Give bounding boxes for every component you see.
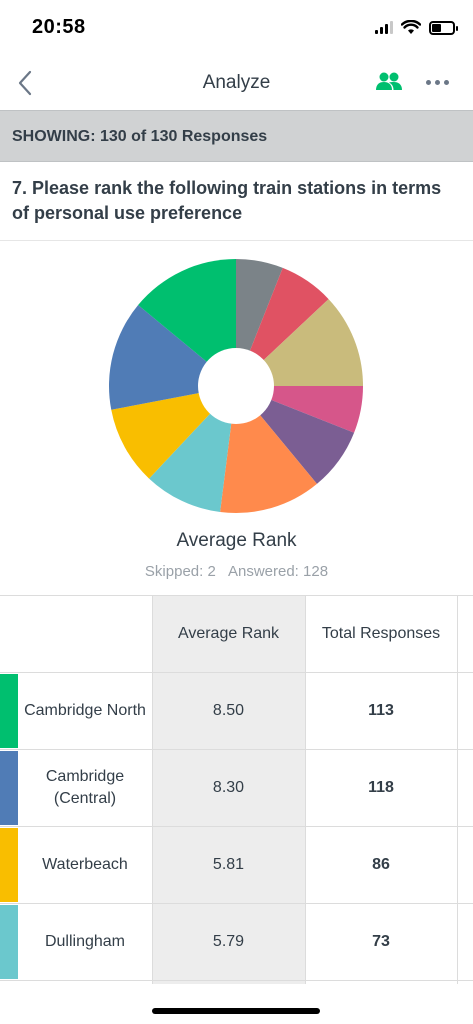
- row-total-responses: 118: [368, 779, 394, 796]
- row-total-responses: 113: [368, 702, 394, 719]
- pie-chart: [104, 254, 368, 518]
- table-header-row: Average Rank Total Responses: [0, 596, 473, 673]
- pie-slice-6[interactable]: [149, 386, 236, 512]
- header-total-responses[interactable]: Total Responses: [321, 625, 441, 642]
- page-title: Analyze: [202, 72, 271, 93]
- table-row: Cambridge (Central) 8.30 118: [0, 750, 473, 827]
- results-table: Average Rank Total Responses Cambridge N…: [0, 595, 473, 986]
- pie-slice-7[interactable]: [111, 386, 236, 479]
- more-icon-dot: [443, 79, 449, 85]
- home-indicator[interactable]: [152, 1008, 320, 1014]
- status-icons: [375, 20, 458, 35]
- header-average-rank[interactable]: Average Rank: [177, 625, 280, 642]
- row-average-rank: 8.30: [212, 779, 245, 796]
- chart-title: Average Rank: [176, 530, 297, 551]
- column-divider: [305, 596, 306, 986]
- row-average-rank: 5.81: [212, 856, 245, 873]
- row-color-swatch: [0, 905, 18, 979]
- row-name: Cambridge North: [24, 702, 146, 719]
- battery-icon: [429, 20, 458, 35]
- battery-level: [432, 23, 441, 32]
- people-icon: [376, 72, 402, 90]
- donut-hole: [198, 348, 274, 424]
- more-button[interactable]: [422, 68, 452, 96]
- response-stats: Skipped: 2 Answered: 128: [0, 563, 473, 580]
- table-row: Cambridge North 8.50 113: [0, 673, 473, 750]
- average-rank-column-shade: [152, 596, 305, 986]
- back-button[interactable]: [10, 66, 40, 100]
- pie-slice-9[interactable]: [138, 259, 236, 386]
- pie-slice-2[interactable]: [236, 299, 363, 386]
- row-name: Waterbeach: [42, 856, 128, 873]
- table-row: Waterbeach 5.81 86: [0, 827, 473, 904]
- row-color-swatch: [0, 674, 18, 748]
- row-name: Dullingham: [44, 933, 126, 950]
- column-divider: [152, 596, 153, 986]
- more-icon-dot: [434, 79, 440, 85]
- share-people-button[interactable]: [374, 68, 404, 96]
- showing-text: SHOWING: 130 of 130 Responses: [12, 128, 268, 145]
- bottom-safe-area: [0, 984, 473, 1024]
- row-average-rank: 8.50: [212, 702, 245, 719]
- nav-bar: Analyze: [0, 56, 473, 110]
- row-total-responses: 86: [372, 856, 390, 873]
- row-color-swatch: [0, 751, 18, 825]
- pie-slice-4[interactable]: [236, 386, 355, 484]
- divider: [0, 240, 473, 241]
- chevron-left-icon: [18, 70, 32, 96]
- column-divider: [457, 596, 458, 986]
- pie-chart-svg: [109, 259, 363, 513]
- row-name: Cambridge (Central): [45, 768, 125, 807]
- row-total-responses: 73: [372, 933, 390, 950]
- status-bar: 20:58: [0, 0, 473, 56]
- showing-filter-bar[interactable]: SHOWING: 130 of 130 Responses: [0, 110, 473, 162]
- question-title: 7. Please rank the following train stati…: [12, 178, 442, 223]
- more-icon-dot: [425, 79, 431, 85]
- table-row: Dullingham 5.79 73: [0, 904, 473, 981]
- row-average-rank: 5.79: [212, 933, 245, 950]
- row-color-swatch: [0, 828, 18, 902]
- status-time: 20:58: [32, 16, 86, 38]
- wifi-icon: [401, 20, 421, 34]
- skipped-count: Skipped: 2: [144, 563, 216, 580]
- signal-icon: [375, 21, 393, 34]
- answered-count: Answered: 128: [227, 563, 329, 580]
